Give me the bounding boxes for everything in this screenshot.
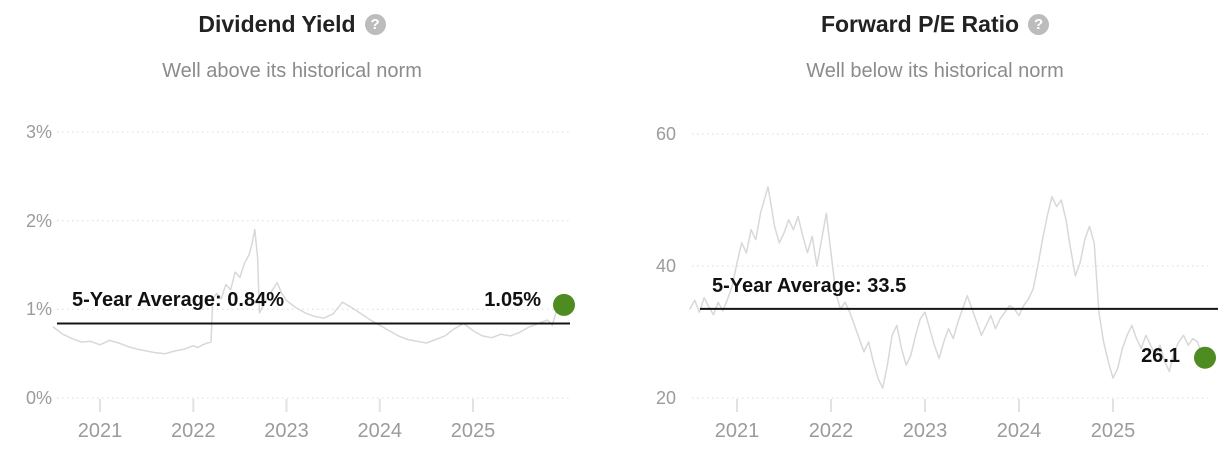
chart-header: Forward P/E Ratio ? <box>640 9 1230 39</box>
help-icon[interactable]: ? <box>364 13 386 35</box>
current-value-label: 26.1 <box>1141 345 1180 367</box>
chart-header: Dividend Yield ? <box>0 9 584 39</box>
chart-subtitle: Well above its historical norm <box>162 60 422 82</box>
dividend-yield-line <box>52 228 563 355</box>
current-value-label: 1.05% <box>484 289 541 311</box>
forward-pe-chart <box>689 133 1218 412</box>
chart-title: Forward P/E Ratio <box>820 11 1020 37</box>
dividend-yield-panel: Dividend Yield ? Well above its historic… <box>0 0 615 456</box>
dividend-yield-chart <box>52 131 575 412</box>
chart-title: Dividend Yield <box>198 11 356 37</box>
average-line-label: 5-Year Average: 0.84% <box>72 289 284 311</box>
help-icon[interactable]: ? <box>1028 13 1050 35</box>
current-value-dot <box>553 293 575 316</box>
chart-subtitle: Well below its historical norm <box>806 60 1064 82</box>
average-line-label: 5-Year Average: 33.5 <box>712 275 907 297</box>
forward-pe-panel: Forward P/E Ratio ? Well below its histo… <box>616 0 1231 456</box>
forward-pe-ratio-line <box>689 186 1204 389</box>
current-value-dot <box>1194 346 1216 369</box>
